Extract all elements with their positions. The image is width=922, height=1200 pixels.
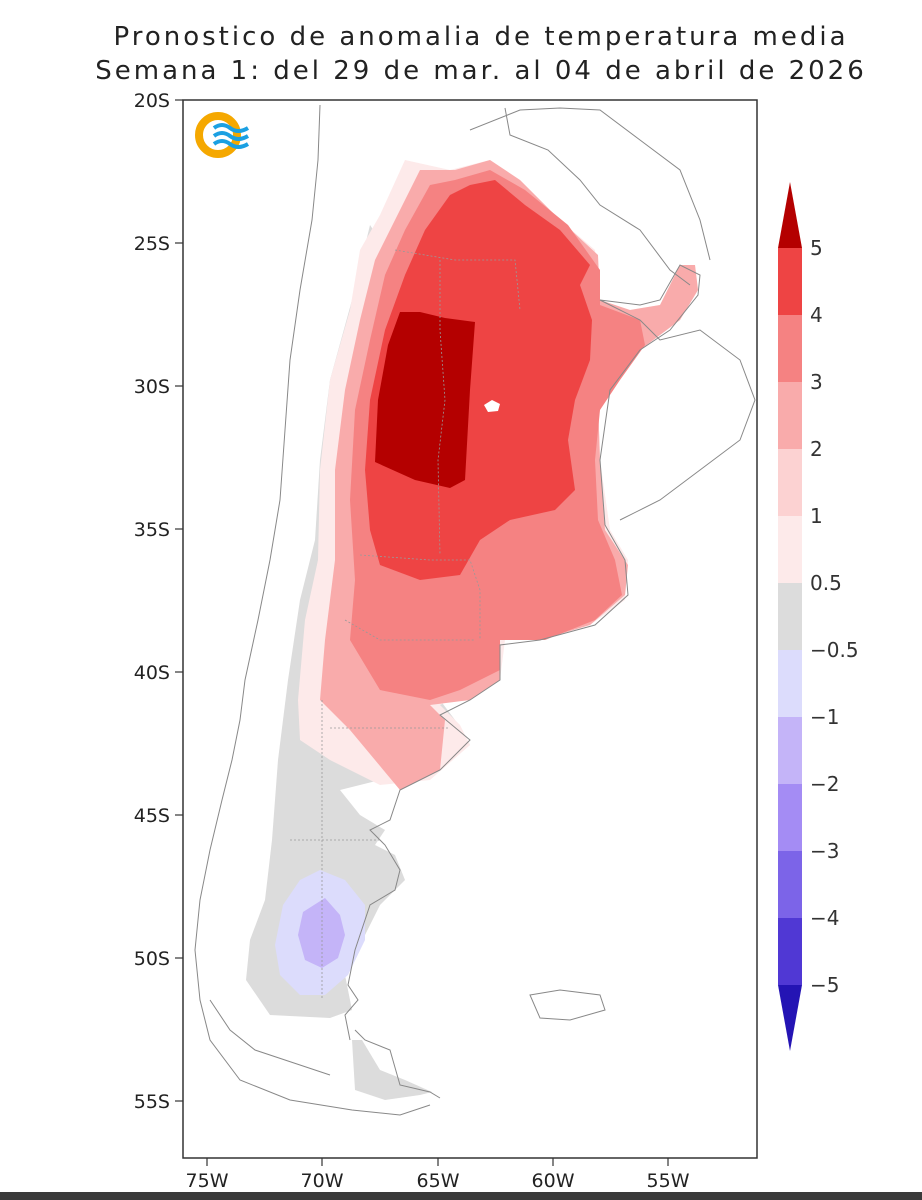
bottom-divider	[0, 1192, 922, 1200]
colorbar-label: 4	[810, 303, 823, 327]
province-borders	[290, 249, 521, 1000]
colorbar-swatch	[778, 784, 802, 851]
smn-logo-icon	[195, 112, 250, 158]
anomaly-neutral-region	[246, 225, 470, 1018]
colorbar-label: −0.5	[810, 638, 859, 662]
colorbar: 5 4 3 2 1 0.5 −0.5 −1 −2 −3 −4 −5	[778, 182, 859, 1051]
colorbar-swatch	[778, 449, 802, 516]
lat-tick-label: 25S	[134, 233, 170, 255]
lon-tick-label: 60W	[532, 1170, 575, 1192]
lat-tick-label: 50S	[134, 948, 170, 970]
anomaly-4-5-region	[375, 312, 475, 488]
lat-tick-label: 45S	[134, 805, 170, 827]
chart-subtitle: Semana 1: del 29 de mar. al 04 de abril …	[95, 56, 867, 86]
small-hole-region	[484, 400, 500, 412]
lat-tick-label: 30S	[134, 376, 170, 398]
lat-tick-label: 40S	[134, 662, 170, 684]
colorbar-swatch	[778, 851, 802, 918]
lat-tick-label: 35S	[134, 519, 170, 541]
colorbar-swatch	[778, 516, 802, 583]
colorbar-label: −5	[810, 973, 839, 997]
colorbar-swatch	[778, 583, 802, 650]
colorbar-label: 5	[810, 236, 823, 260]
colorbar-label: −4	[810, 906, 839, 930]
tierra-del-fuego-region	[352, 1040, 432, 1100]
lon-tick-label: 75W	[186, 1170, 229, 1192]
lon-tick-label: 70W	[301, 1170, 344, 1192]
colorbar-swatch	[778, 717, 802, 784]
lat-axis	[175, 99, 183, 1102]
colorbar-label: 1	[810, 504, 823, 528]
anomaly-neg1-2-region	[298, 898, 345, 968]
colorbar-top-arrow	[778, 182, 802, 248]
chart-title: Pronostico de anomalia de temperatura me…	[113, 22, 849, 52]
lon-tick-label: 65W	[417, 1170, 460, 1192]
coastlines	[194, 104, 756, 1116]
colorbar-label: 3	[810, 370, 823, 394]
colorbar-swatch	[778, 315, 802, 382]
map-layers	[246, 160, 698, 1100]
colorbar-swatch	[778, 248, 802, 315]
colorbar-swatch	[778, 382, 802, 449]
colorbar-label: −2	[810, 772, 839, 796]
lat-tick-label: 20S	[134, 90, 170, 112]
lat-tick-label: 55S	[134, 1091, 170, 1113]
colorbar-label: 0.5	[810, 571, 842, 595]
colorbar-label: −3	[810, 839, 839, 863]
colorbar-label: −1	[810, 705, 839, 729]
colorbar-swatch	[778, 650, 802, 717]
colorbar-bottom-arrow	[778, 985, 802, 1051]
lon-tick-label: 55W	[647, 1170, 690, 1192]
colorbar-label: 2	[810, 437, 823, 461]
colorbar-swatch	[778, 918, 802, 985]
lon-axis	[206, 1158, 669, 1166]
